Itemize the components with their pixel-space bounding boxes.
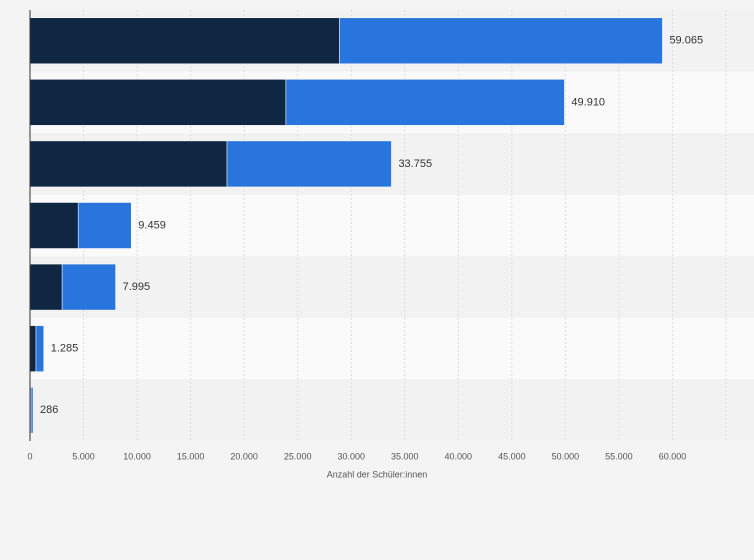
bar-segment: [339, 17, 663, 65]
x-tick-label: 55.000: [605, 451, 633, 461]
row-band: [30, 256, 754, 318]
bar-segment: [30, 386, 34, 434]
x-tick-label: 20.000: [230, 451, 258, 461]
value-label: 49.910: [571, 96, 605, 108]
bar-segment: [29, 140, 228, 188]
x-tick-label: 15.000: [177, 451, 205, 461]
row-band: [30, 379, 754, 441]
bar-segment: [35, 325, 45, 372]
bar-segment: [29, 202, 79, 249]
bar-segment: [285, 79, 565, 126]
x-tick-label: 10.000: [123, 451, 151, 461]
value-label: 286: [40, 404, 58, 416]
x-tick-label: 40.000: [445, 451, 473, 461]
bar-segment: [29, 263, 63, 311]
x-tick-label: 25.000: [284, 451, 312, 461]
value-label: 1.285: [51, 343, 79, 355]
value-label: 9.459: [138, 219, 166, 231]
value-label: 7.995: [123, 281, 151, 293]
bar-segment: [29, 325, 37, 372]
value-label: 33.755: [398, 158, 432, 170]
x-tick-label: 50.000: [552, 451, 580, 461]
x-tick-label: 0: [27, 451, 32, 461]
bar-segment: [29, 79, 287, 126]
bar-segment: [29, 17, 340, 65]
bar-segment: [61, 263, 116, 311]
x-tick-label: 30.000: [337, 451, 365, 461]
x-tick-label: 45.000: [498, 451, 526, 461]
row-band: [30, 194, 754, 257]
x-tick-label: 60.000: [659, 451, 687, 461]
x-tick-label: 35.000: [391, 451, 419, 461]
x-tick-label: 5.000: [72, 451, 95, 461]
value-label: 59.065: [669, 35, 703, 47]
x-axis-label: Anzahl der Schüler:innen: [327, 469, 428, 479]
bar-segment: [77, 202, 132, 249]
bar-segment: [226, 140, 392, 188]
row-band: [30, 317, 754, 380]
